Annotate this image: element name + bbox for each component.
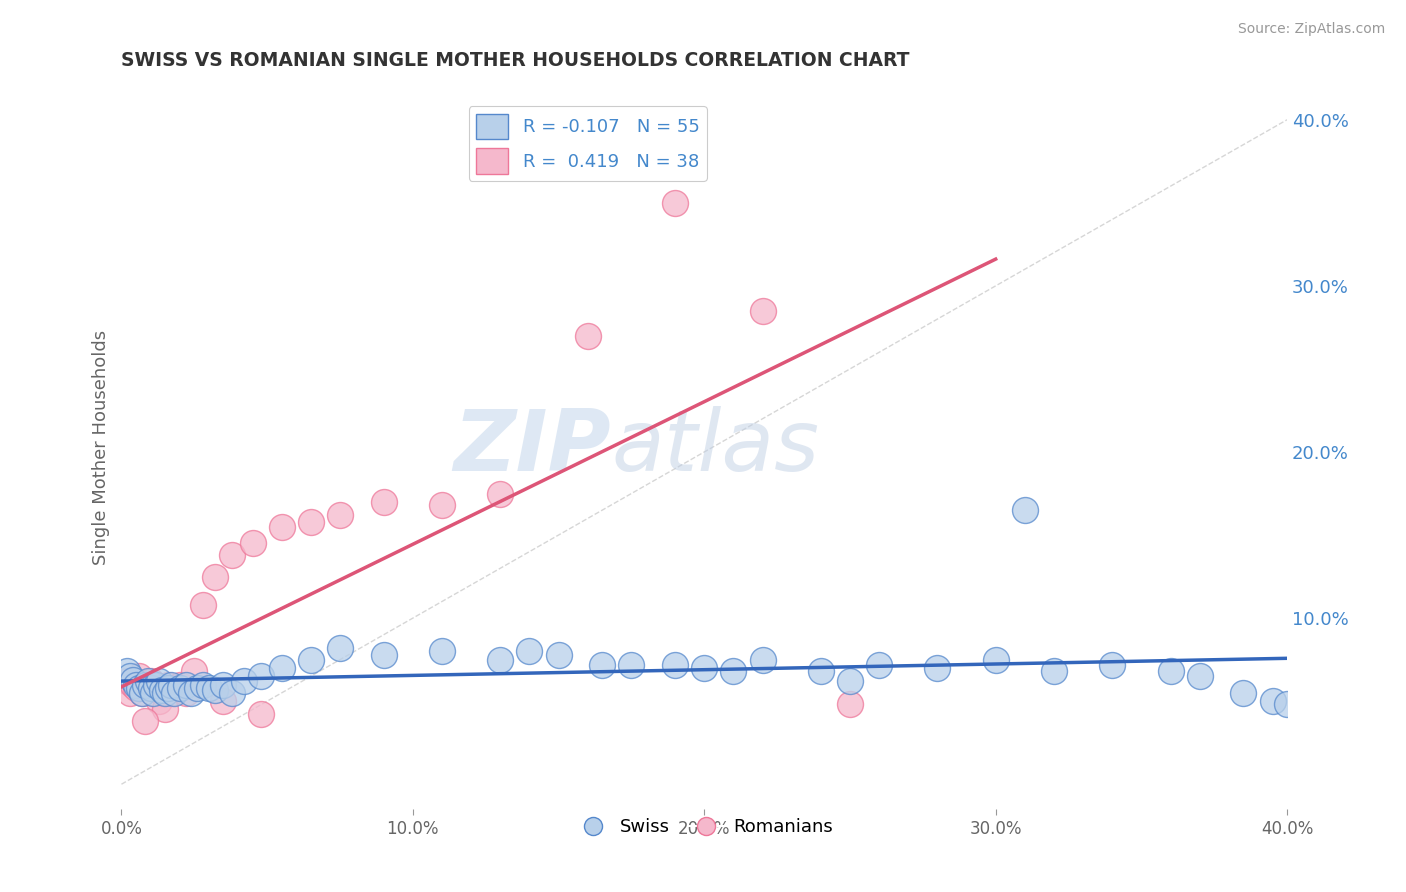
Point bbox=[489, 652, 512, 666]
Point bbox=[204, 569, 226, 583]
Point bbox=[1275, 698, 1298, 712]
Point bbox=[128, 669, 150, 683]
Point bbox=[186, 681, 208, 695]
Point bbox=[373, 648, 395, 662]
Point bbox=[169, 681, 191, 695]
Point bbox=[329, 640, 352, 655]
Point bbox=[1188, 669, 1211, 683]
Point bbox=[117, 665, 139, 679]
Point bbox=[174, 686, 197, 700]
Point bbox=[174, 677, 197, 691]
Point bbox=[131, 686, 153, 700]
Point bbox=[212, 694, 235, 708]
Point bbox=[1261, 694, 1284, 708]
Point bbox=[134, 677, 156, 691]
Point bbox=[430, 644, 453, 658]
Point bbox=[117, 674, 139, 689]
Point bbox=[160, 677, 183, 691]
Point bbox=[373, 495, 395, 509]
Point bbox=[120, 669, 142, 683]
Point bbox=[576, 328, 599, 343]
Point bbox=[519, 644, 541, 658]
Point bbox=[191, 677, 214, 691]
Point bbox=[984, 652, 1007, 666]
Point bbox=[153, 686, 176, 700]
Point bbox=[142, 686, 165, 700]
Legend: Swiss, Romanians: Swiss, Romanians bbox=[568, 811, 841, 844]
Point bbox=[191, 598, 214, 612]
Point bbox=[139, 681, 162, 695]
Point bbox=[430, 498, 453, 512]
Point bbox=[489, 486, 512, 500]
Point bbox=[221, 548, 243, 562]
Point bbox=[1232, 686, 1254, 700]
Point bbox=[122, 673, 145, 687]
Point bbox=[620, 657, 643, 672]
Point bbox=[145, 681, 167, 695]
Point bbox=[134, 714, 156, 728]
Point bbox=[163, 681, 186, 695]
Point bbox=[139, 674, 162, 689]
Point bbox=[751, 652, 773, 666]
Point bbox=[134, 677, 156, 691]
Point bbox=[148, 694, 170, 708]
Point bbox=[120, 686, 142, 700]
Point bbox=[547, 648, 569, 662]
Point bbox=[169, 677, 191, 691]
Point bbox=[125, 677, 148, 691]
Point bbox=[157, 681, 180, 695]
Point bbox=[125, 681, 148, 695]
Point bbox=[270, 661, 292, 675]
Point bbox=[1160, 665, 1182, 679]
Point bbox=[839, 674, 862, 689]
Point bbox=[136, 681, 159, 695]
Y-axis label: Single Mother Households: Single Mother Households bbox=[93, 330, 110, 566]
Point bbox=[250, 669, 273, 683]
Point bbox=[1101, 657, 1123, 672]
Point bbox=[148, 674, 170, 689]
Point bbox=[1014, 503, 1036, 517]
Point bbox=[723, 665, 745, 679]
Point bbox=[145, 677, 167, 691]
Point bbox=[242, 536, 264, 550]
Point bbox=[839, 698, 862, 712]
Point bbox=[128, 681, 150, 695]
Point bbox=[232, 674, 254, 689]
Text: ZIP: ZIP bbox=[453, 407, 612, 490]
Point bbox=[299, 652, 322, 666]
Point bbox=[927, 661, 949, 675]
Point bbox=[591, 657, 613, 672]
Point bbox=[150, 686, 173, 700]
Point bbox=[122, 677, 145, 691]
Point bbox=[204, 682, 226, 697]
Point bbox=[221, 686, 243, 700]
Point bbox=[1043, 665, 1066, 679]
Point bbox=[153, 702, 176, 716]
Point bbox=[270, 520, 292, 534]
Point bbox=[250, 707, 273, 722]
Point bbox=[329, 508, 352, 522]
Text: Source: ZipAtlas.com: Source: ZipAtlas.com bbox=[1237, 22, 1385, 37]
Point bbox=[198, 681, 221, 695]
Point bbox=[160, 686, 183, 700]
Point bbox=[142, 686, 165, 700]
Point bbox=[810, 665, 832, 679]
Point bbox=[751, 303, 773, 318]
Point bbox=[664, 195, 686, 210]
Point bbox=[180, 686, 202, 700]
Point bbox=[693, 661, 716, 675]
Point bbox=[150, 682, 173, 697]
Point bbox=[163, 686, 186, 700]
Point bbox=[131, 686, 153, 700]
Point bbox=[664, 657, 686, 672]
Point bbox=[299, 515, 322, 529]
Text: atlas: atlas bbox=[612, 407, 820, 490]
Point bbox=[868, 657, 890, 672]
Text: SWISS VS ROMANIAN SINGLE MOTHER HOUSEHOLDS CORRELATION CHART: SWISS VS ROMANIAN SINGLE MOTHER HOUSEHOL… bbox=[121, 51, 910, 70]
Point bbox=[157, 677, 180, 691]
Point bbox=[136, 674, 159, 689]
Point bbox=[153, 681, 176, 695]
Point bbox=[183, 665, 205, 679]
Point bbox=[212, 677, 235, 691]
